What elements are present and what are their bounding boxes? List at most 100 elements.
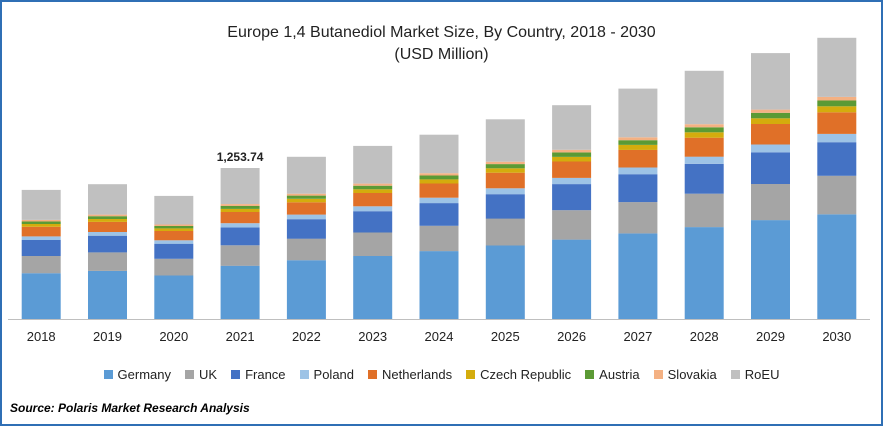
legend-label: RoEU bbox=[744, 367, 780, 382]
legend-swatch bbox=[585, 370, 595, 379]
bar-2029-germany bbox=[751, 220, 790, 319]
legend-item-austria: Austria bbox=[585, 367, 640, 382]
bar-2025-poland bbox=[485, 188, 525, 195]
bar-2018-netherlands bbox=[21, 226, 61, 237]
bar-2025-france bbox=[485, 194, 525, 219]
bar-2021-poland bbox=[220, 223, 260, 228]
legend-swatch bbox=[653, 370, 663, 379]
legend-label: Czech Republic bbox=[480, 367, 572, 382]
bar-2024-roeu bbox=[419, 134, 459, 174]
bar-2024-austria bbox=[419, 175, 459, 180]
bar-2020-netherlands bbox=[154, 231, 194, 241]
legend-swatch bbox=[368, 370, 378, 379]
bar-2018-poland bbox=[21, 236, 61, 240]
bar-2029-slovakia bbox=[751, 109, 790, 113]
bar-2030-slovakia bbox=[817, 96, 857, 101]
bar-2027-roeu bbox=[618, 88, 658, 138]
x-tick-label-2023: 2023 bbox=[358, 329, 387, 344]
legend-label: Germany bbox=[117, 367, 171, 382]
bar-2027-slovakia bbox=[618, 137, 658, 141]
legend-swatch bbox=[231, 370, 241, 379]
data-label-2021: 1,253.74 bbox=[217, 150, 264, 164]
bar-2019-germany bbox=[88, 270, 127, 319]
bar-2018-germany bbox=[21, 273, 61, 319]
bar-2019-slovakia bbox=[88, 214, 127, 217]
bar-2022-roeu bbox=[286, 156, 326, 194]
bar-2023-netherlands bbox=[353, 193, 393, 207]
bar-2026-germany bbox=[552, 239, 592, 319]
bar-2023-slovakia bbox=[353, 183, 393, 186]
bar-2023-roeu bbox=[353, 145, 393, 184]
bar-2020-austria bbox=[154, 226, 194, 229]
bar-2023-poland bbox=[353, 206, 393, 212]
x-tick-label-2020: 2020 bbox=[159, 329, 188, 344]
bar-2025-uk bbox=[485, 218, 525, 246]
legend-swatch bbox=[185, 370, 194, 379]
bar-2026-netherlands bbox=[552, 161, 592, 178]
bar-2028-poland bbox=[684, 156, 724, 164]
bar-2030-austria bbox=[817, 100, 857, 107]
x-tick-label-2022: 2022 bbox=[292, 329, 321, 344]
bar-2026-poland bbox=[552, 177, 592, 185]
bar-2022-czech-republic bbox=[286, 198, 326, 203]
x-tick-label-2024: 2024 bbox=[425, 329, 454, 344]
bar-2025-germany bbox=[485, 245, 525, 319]
bar-2025-roeu bbox=[485, 119, 525, 162]
bar-2020-poland bbox=[154, 240, 194, 244]
bar-2020-slovakia bbox=[154, 224, 194, 226]
bar-2019-netherlands bbox=[88, 221, 127, 232]
bar-2026-uk bbox=[552, 210, 592, 240]
x-tick-label-2021: 2021 bbox=[226, 329, 255, 344]
bar-2028-austria bbox=[684, 127, 724, 133]
x-tick-label-2025: 2025 bbox=[491, 329, 520, 344]
bar-2029-roeu bbox=[751, 53, 790, 110]
bar-2025-czech-republic bbox=[485, 168, 525, 173]
bar-2026-france bbox=[552, 184, 592, 211]
x-tick-label-2030: 2030 bbox=[822, 329, 851, 344]
bar-2027-germany bbox=[618, 233, 658, 319]
bar-2025-slovakia bbox=[485, 161, 525, 165]
bar-2018-france bbox=[21, 239, 61, 256]
bar-2022-netherlands bbox=[286, 202, 326, 215]
legend-item-uk: UK bbox=[185, 367, 217, 382]
bar-2026-slovakia bbox=[552, 149, 592, 153]
bar-2030-france bbox=[817, 142, 857, 176]
bar-2024-germany bbox=[419, 251, 459, 319]
legend-swatch bbox=[466, 370, 476, 379]
legend-item-netherlands: Netherlands bbox=[368, 367, 452, 382]
bar-2024-czech-republic bbox=[419, 179, 459, 184]
bar-2024-slovakia bbox=[419, 173, 459, 176]
x-tick-label-2027: 2027 bbox=[623, 329, 652, 344]
legend-item-czech-republic: Czech Republic bbox=[466, 367, 571, 382]
legend-swatch bbox=[299, 370, 309, 379]
chart-legend: Germany UK France Poland Netherlands Czech Re… bbox=[0, 367, 883, 382]
bar-2022-germany bbox=[286, 260, 326, 319]
bar-2023-austria bbox=[353, 185, 393, 190]
bar-2028-czech-republic bbox=[684, 132, 724, 138]
x-tick-label-2029: 2029 bbox=[756, 329, 785, 344]
bar-2027-france bbox=[618, 174, 658, 203]
legend-item-roeu: RoEU bbox=[730, 367, 780, 382]
bar-2023-uk bbox=[353, 232, 393, 256]
bar-2018-slovakia bbox=[21, 220, 61, 222]
bar-2018-uk bbox=[21, 256, 61, 274]
bar-2020-uk bbox=[154, 258, 194, 276]
bar-2030-germany bbox=[817, 214, 857, 319]
bar-2028-france bbox=[684, 163, 724, 194]
bar-2019-uk bbox=[88, 252, 127, 271]
bar-2028-slovakia bbox=[684, 124, 724, 128]
bar-2020-roeu bbox=[154, 195, 194, 225]
bar-2027-czech-republic bbox=[618, 145, 658, 150]
legend-item-france: France bbox=[231, 367, 286, 382]
bar-2029-czech-republic bbox=[751, 118, 790, 124]
bar-2023-france bbox=[353, 211, 393, 233]
legend-label: Netherlands bbox=[382, 367, 453, 382]
bar-2019-czech-republic bbox=[88, 219, 127, 222]
bar-2018-austria bbox=[21, 221, 61, 224]
legend-item-slovakia: Slovakia bbox=[653, 367, 717, 382]
bar-2022-poland bbox=[286, 214, 326, 220]
x-tick-label-2026: 2026 bbox=[557, 329, 586, 344]
bar-2029-uk bbox=[751, 183, 790, 221]
bar-2025-netherlands bbox=[485, 172, 525, 189]
